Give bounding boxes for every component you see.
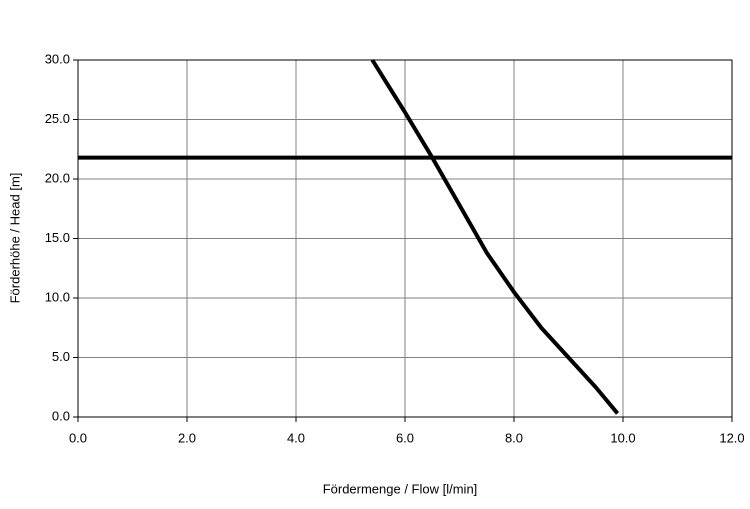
- y-tick-label: 0.0: [52, 408, 70, 423]
- x-tick-label: 8.0: [505, 430, 523, 445]
- x-tick-label: 4.0: [287, 430, 305, 445]
- y-axis-label: Förderhöhe / Head [m]: [7, 173, 22, 304]
- x-tick-label: 12.0: [719, 430, 744, 445]
- x-tick-label: 0.0: [69, 430, 87, 445]
- x-axis-label: Fördermenge / Flow [l/min]: [323, 481, 478, 496]
- x-tick-label: 6.0: [396, 430, 414, 445]
- y-tick-label: 30.0: [45, 51, 70, 66]
- y-tick-label: 5.0: [52, 349, 70, 364]
- x-tick-label: 10.0: [610, 430, 635, 445]
- plot-frame: [77, 59, 733, 418]
- y-tick-label: 10.0: [45, 289, 70, 304]
- y-tick-label: 25.0: [45, 111, 70, 126]
- y-tick-label: 15.0: [45, 230, 70, 245]
- x-tick-label: 2.0: [178, 430, 196, 445]
- y-tick-label: 20.0: [45, 170, 70, 185]
- data-line: [370, 58, 620, 415]
